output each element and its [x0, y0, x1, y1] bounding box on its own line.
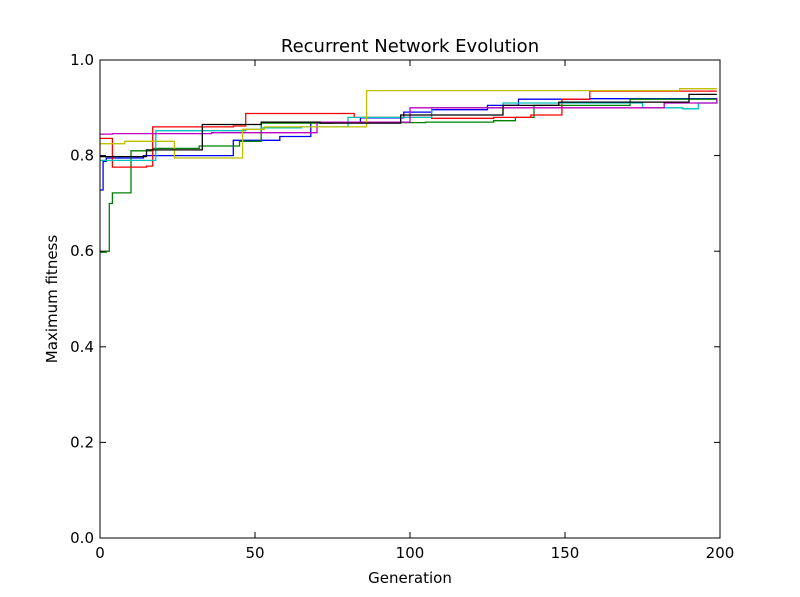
y-tick-label: 0.0: [70, 529, 94, 547]
series-line-3: [100, 90, 717, 168]
y-tick-label: 1.0: [70, 51, 94, 69]
chart-title: Recurrent Network Evolution: [281, 36, 539, 57]
y-tick-label: 0.6: [70, 242, 94, 260]
x-tick-label: 150: [551, 544, 580, 562]
tick-layer: 0 50 100 150 200 0.0 0.2 0.4 0.6 0.8 1.0: [70, 51, 734, 562]
x-tick-label: 200: [706, 544, 735, 562]
plot-area: 0 50 100 150 200 0.0 0.2 0.4 0.6 0.8 1.0: [70, 51, 734, 562]
x-tick-label: 100: [396, 544, 425, 562]
y-tick-label: 0.8: [70, 147, 94, 165]
series-line-5: [100, 98, 718, 135]
y-tick-label: 0.4: [70, 338, 94, 356]
x-tick-label: 50: [245, 544, 264, 562]
series-line-7: [100, 93, 717, 158]
series-layer: [100, 88, 718, 253]
x-axis-label: Generation: [368, 569, 452, 587]
y-tick-label: 0.2: [70, 433, 94, 451]
x-tick-label: 0: [95, 544, 105, 562]
series-line-6: [100, 88, 717, 159]
y-axis-label: Maximum fitness: [43, 235, 61, 364]
